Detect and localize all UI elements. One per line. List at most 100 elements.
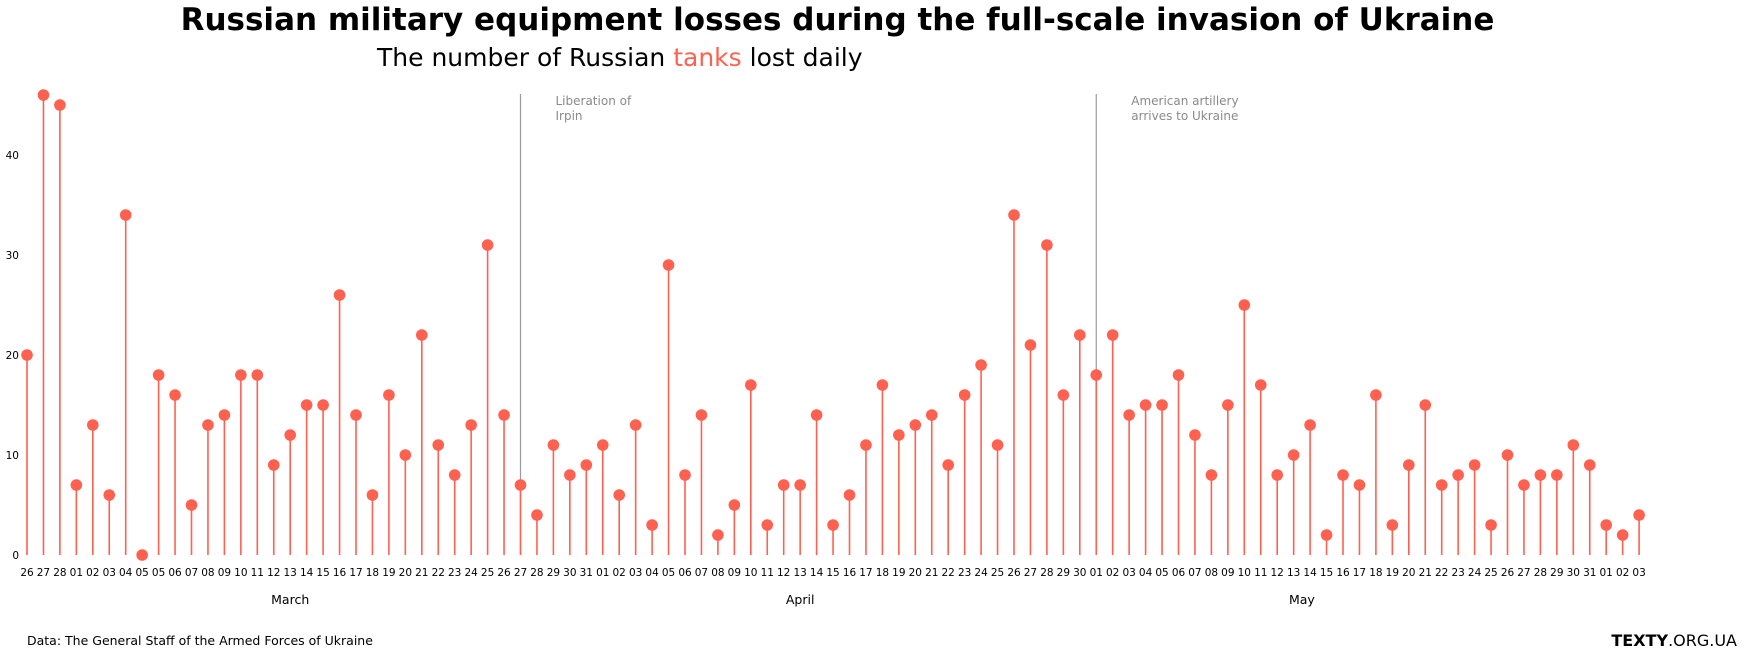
x-tick-label: 29 (547, 567, 560, 579)
lollipop-dot (991, 439, 1004, 451)
x-tick-label: 13 (284, 567, 297, 579)
source-note: Data: The General Staff of the Armed For… (27, 633, 373, 648)
lollipop-dot (1222, 399, 1234, 411)
x-tick-label: 09 (1221, 567, 1234, 579)
lollipop-dot (580, 459, 593, 471)
x-tick-label: 27 (1517, 567, 1530, 579)
y-tick-label: 20 (6, 350, 19, 362)
x-tick-label: 01 (1090, 567, 1103, 579)
x-tick-label: 19 (382, 567, 395, 579)
lollipop-dot (909, 419, 922, 431)
x-tick-label: 04 (119, 567, 133, 579)
x-tick-label: 25 (991, 567, 1004, 579)
x-tick-label: 27 (514, 567, 527, 579)
lollipop-dot (547, 439, 560, 451)
x-tick-label: 28 (53, 567, 66, 579)
x-tick-label: 14 (1303, 567, 1317, 579)
lollipop-dot (1583, 459, 1596, 471)
lollipop-dot (1041, 239, 1053, 251)
lollipop-dot (876, 379, 889, 391)
lollipop-dot (1370, 389, 1382, 401)
lollipop-dot (1057, 389, 1070, 401)
month-label: May (1289, 592, 1315, 607)
x-tick-label: 21 (925, 567, 938, 579)
x-tick-label: 17 (1353, 567, 1366, 579)
lollipop-dot (1139, 399, 1152, 411)
x-tick-label: 19 (892, 567, 905, 579)
x-tick-label: 16 (1336, 567, 1350, 579)
x-tick-label: 24 (464, 567, 478, 579)
subtitle-suffix: lost daily (741, 43, 863, 72)
lollipop-dot (251, 369, 264, 381)
x-tick-label: 14 (300, 567, 314, 579)
x-tick-label: 02 (613, 567, 626, 579)
lollipop-dot (596, 439, 609, 451)
x-tick-label: 20 (1402, 567, 1415, 579)
lollipop-dot (1123, 409, 1135, 421)
lollipop-dot (860, 439, 872, 451)
lollipop-dot (679, 469, 691, 481)
y-tick-label: 10 (6, 450, 19, 462)
lollipop-dot (646, 519, 658, 531)
x-tick-label: 11 (1254, 567, 1267, 579)
annotation-label: arrives to Ukraine (1131, 109, 1238, 123)
lollipop-dot (119, 209, 132, 221)
x-tick-label: 01 (596, 567, 609, 579)
x-tick-label: 18 (366, 567, 379, 579)
x-tick-label: 30 (1073, 567, 1086, 579)
lollipop-dot (810, 409, 823, 421)
lollipop-dot (481, 239, 494, 251)
x-tick-label: 12 (777, 567, 790, 579)
y-tick-label: 0 (12, 550, 19, 562)
lollipop-dot (1074, 329, 1086, 341)
x-tick-label: 23 (448, 567, 461, 579)
lollipop-dot (1172, 369, 1185, 381)
lollipop-dot (827, 519, 839, 531)
lollipop-dot (235, 369, 247, 381)
lollipop-dot (317, 399, 329, 411)
lollipop-dot (1501, 449, 1514, 461)
lollipop-dot (794, 479, 806, 491)
lollipop-dot (87, 419, 99, 431)
lollipop-dot (1616, 529, 1629, 541)
lollipop-dot (662, 259, 675, 271)
x-tick-label: 05 (662, 567, 675, 579)
lollipop-dot (136, 549, 148, 561)
x-tick-label: 02 (1616, 567, 1629, 579)
lollipop-dot (416, 329, 428, 341)
lollipop-dot (103, 489, 116, 501)
lollipop-dot (1600, 519, 1612, 531)
brand-rest: .ORG.UA (1668, 631, 1737, 650)
x-tick-label: 24 (1468, 567, 1482, 579)
x-tick-label: 26 (497, 567, 511, 579)
lollipop-dot (54, 99, 66, 111)
lollipop-dot (1403, 459, 1415, 471)
lollipop-dot (1386, 519, 1399, 531)
x-tick-label: 30 (1567, 567, 1580, 579)
x-tick-label: 18 (1369, 567, 1382, 579)
x-tick-label: 24 (974, 567, 988, 579)
x-tick-label: 10 (1238, 567, 1251, 579)
lollipop-dot (448, 469, 461, 481)
lollipop-dot (1534, 469, 1547, 481)
x-tick-label: 22 (432, 567, 445, 579)
x-tick-label: 22 (1435, 567, 1448, 579)
x-tick-label: 15 (316, 567, 329, 579)
lollipop-dot (185, 499, 198, 511)
lollipop-dot (1337, 469, 1349, 481)
x-tick-label: 20 (909, 567, 922, 579)
lollipop-dot (37, 89, 50, 101)
lollipop-dot (1189, 429, 1201, 441)
y-tick-label: 40 (6, 150, 19, 162)
lollipop-dot (629, 419, 642, 431)
x-tick-label: 25 (481, 567, 494, 579)
x-tick-label: 26 (1007, 567, 1021, 579)
x-tick-label: 26 (20, 567, 34, 579)
x-tick-label: 15 (1320, 567, 1333, 579)
x-tick-label: 08 (201, 567, 214, 579)
lollipop-dot (1320, 529, 1333, 541)
x-tick-label: 06 (678, 567, 692, 579)
lollipop-dot (843, 489, 856, 501)
lollipop-dot (1156, 399, 1168, 411)
lollipop-dot (465, 419, 477, 431)
